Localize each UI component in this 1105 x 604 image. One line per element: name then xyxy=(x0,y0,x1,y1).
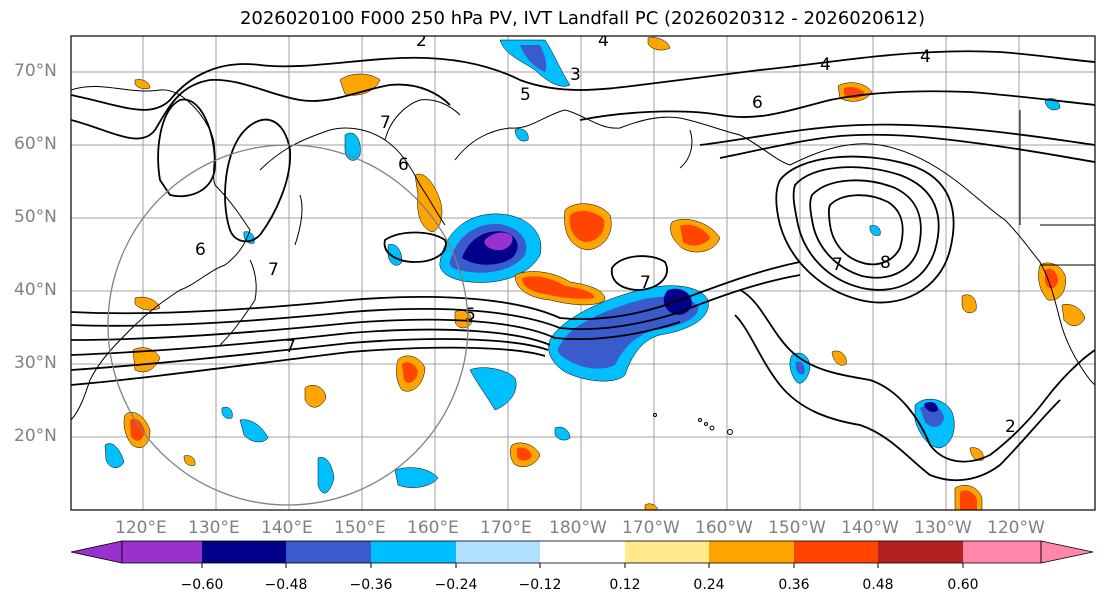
contour-label: 3 xyxy=(570,65,581,85)
colorbar-segment xyxy=(878,541,963,563)
contour-label: 2 xyxy=(1005,417,1016,437)
colorbar-tick-label: 0.48 xyxy=(862,577,894,593)
colorbar-tick-label: 0.24 xyxy=(693,577,725,593)
colorbar-segment xyxy=(625,541,709,563)
colorbar-segment xyxy=(456,541,540,563)
lon-label: 160°W xyxy=(695,518,753,538)
colorbar-segment xyxy=(122,541,202,563)
colorbar-tick-label: 0.12 xyxy=(609,577,641,593)
contour-label: 6 xyxy=(398,155,409,175)
colorbar-segment xyxy=(371,541,456,563)
lon-label: 150°W xyxy=(768,518,826,538)
contour-label: 4 xyxy=(598,31,609,51)
colorbar xyxy=(70,540,1094,568)
lon-label: 170°W xyxy=(622,518,680,538)
lon-label: 120°E xyxy=(115,518,167,538)
colorbar-tick-label: −0.48 xyxy=(264,577,308,593)
lat-label: 70°N xyxy=(14,61,57,81)
domain-circle xyxy=(107,144,469,506)
lon-label: 130°E xyxy=(188,518,240,538)
lat-label: 50°N xyxy=(14,207,57,227)
lon-label: 150°E xyxy=(334,518,386,538)
lat-label: 20°N xyxy=(14,426,57,446)
lon-label: 120°W xyxy=(987,518,1045,538)
lon-label: 170°E xyxy=(480,518,532,538)
contour-label: 7 xyxy=(285,337,296,357)
contour-label: 5 xyxy=(520,85,531,105)
contour-labels: 2 4 5 6 7 7 6 7 7 7 8 4 2 6 4 5 3 xyxy=(195,31,1016,437)
colorbar-segment xyxy=(202,541,286,563)
plot-title: 2026020100 F000 250 hPa PV, IVT Landfall… xyxy=(239,8,926,29)
colorbar-tick-label: −0.36 xyxy=(349,577,393,593)
colorbar-segment xyxy=(540,541,625,563)
lat-label: 60°N xyxy=(14,134,57,154)
lon-label: 160°E xyxy=(407,518,459,538)
contour-label: 6 xyxy=(195,240,206,260)
lon-label: 140°W xyxy=(841,518,899,538)
colorbar-tick-label: −0.12 xyxy=(518,577,562,593)
colorbar-segment xyxy=(963,541,1041,563)
colorbar-segment xyxy=(286,541,371,563)
lat-label: 30°N xyxy=(14,353,57,373)
gridlines xyxy=(71,36,1095,510)
colorbar-tick-label: 0.60 xyxy=(947,577,979,593)
negative-anomaly-patches xyxy=(104,39,1061,494)
colorbar-segment xyxy=(709,541,794,563)
contour-label: 7 xyxy=(380,113,391,133)
colorbar-segment xyxy=(794,541,878,563)
contour-label: 5 xyxy=(465,305,476,325)
contour-label: 4 xyxy=(820,55,831,75)
map-frame xyxy=(70,35,1096,511)
contour-label: 6 xyxy=(752,93,763,113)
contour-label: 4 xyxy=(920,47,931,67)
contour-label: 7 xyxy=(832,255,843,275)
colorbar-tick-label: 0.36 xyxy=(778,577,810,593)
contour-label: 8 xyxy=(880,253,891,273)
lat-label: 40°N xyxy=(14,280,57,300)
contour-label: 2 xyxy=(416,31,427,51)
pv-contours xyxy=(71,50,1095,482)
lon-label: 130°W xyxy=(914,518,972,538)
colorbar-under-arrow xyxy=(70,540,123,564)
lon-label: 140°E xyxy=(261,518,313,538)
colorbar-tick-label: −0.24 xyxy=(434,577,478,593)
contour-label: 7 xyxy=(640,273,651,293)
colorbar-tick-label: −0.60 xyxy=(180,577,224,593)
contour-cutoff-low xyxy=(775,155,955,304)
colorbar-over-arrow xyxy=(1040,540,1094,564)
contour-label: 7 xyxy=(268,260,279,280)
lon-label: 180°W xyxy=(549,518,607,538)
